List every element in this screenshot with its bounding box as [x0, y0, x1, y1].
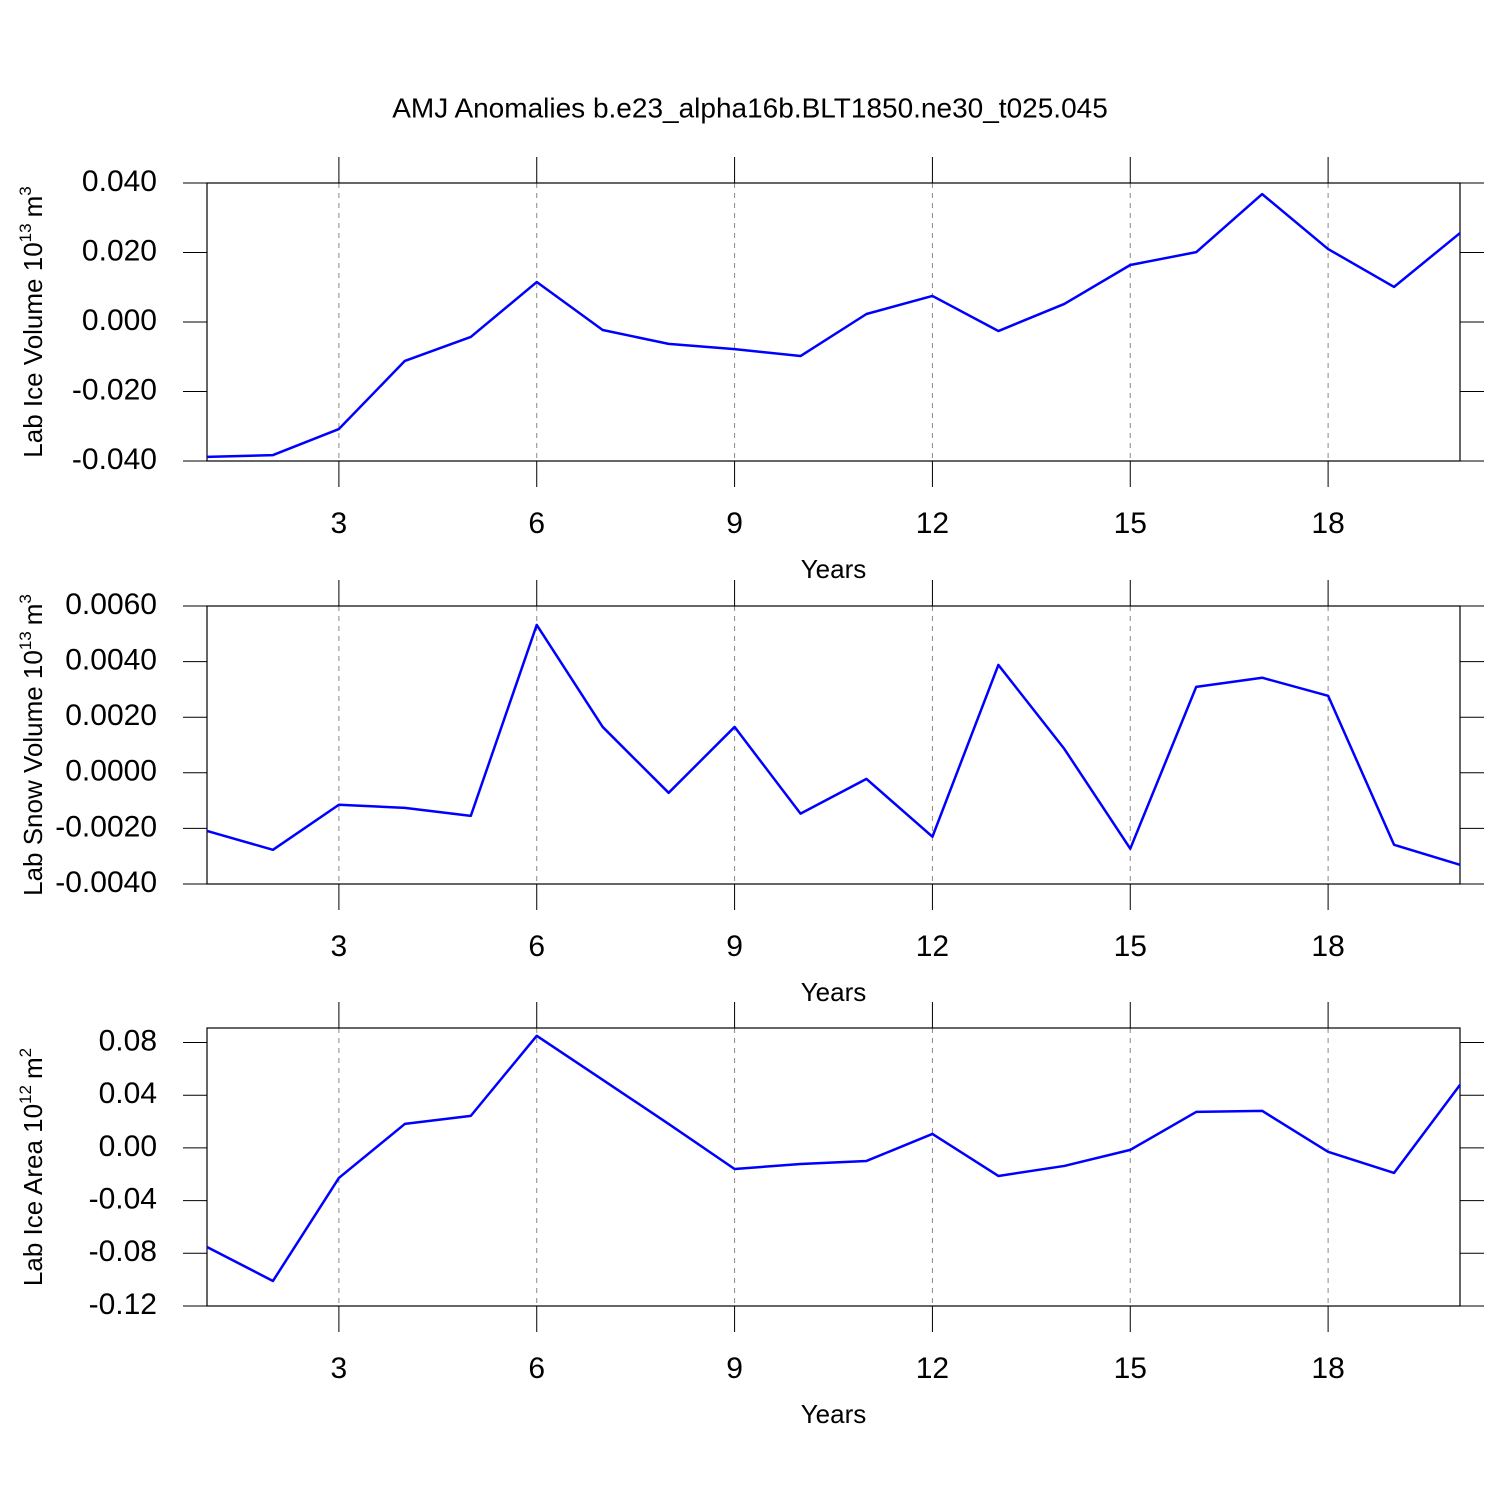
y-tick-label: 0.04 [99, 1077, 157, 1110]
y-axis-label-part: m [18, 604, 48, 626]
y-tick-label: -0.040 [72, 443, 157, 476]
y-axis-label-part: m [18, 196, 48, 218]
y-tick-label: 0.0060 [65, 588, 157, 621]
y-tick-label: 0.020 [82, 234, 157, 267]
x-tick-label: 6 [528, 507, 545, 540]
x-tick-label: 18 [1311, 930, 1344, 963]
y-tick-label: 0.0000 [65, 755, 157, 788]
y-tick-label: 0.08 [99, 1024, 157, 1057]
x-tick-label: 3 [331, 507, 348, 540]
x-tick-label: 15 [1114, 1352, 1147, 1385]
y-tick-label: -0.020 [72, 373, 157, 406]
x-tick-label: 3 [331, 1352, 348, 1385]
y-axis-label-part: 3 [16, 186, 35, 195]
y-axis-label-part: Lab Snow Volume 10 [18, 650, 48, 896]
x-tick-label: 9 [726, 930, 743, 963]
x-tick-label: 3 [331, 930, 348, 963]
plot-frame [206, 1027, 1461, 1307]
y-tick-label: 0.0040 [65, 644, 157, 677]
y-axis-label-part: 2 [16, 1048, 35, 1057]
x-tick-label: 15 [1114, 930, 1147, 963]
x-tick-label: 9 [726, 507, 743, 540]
y-tick-label: -0.0040 [55, 866, 157, 899]
y-axis-label: Lab Snow Volume 1013 m3 [16, 594, 48, 896]
x-tick-label: 18 [1311, 1352, 1344, 1385]
x-tick-label: 18 [1311, 507, 1344, 540]
x-tick-label: 9 [726, 1352, 743, 1385]
y-axis-label-part: 13 [16, 223, 35, 242]
y-axis-label-part: m [18, 1057, 48, 1079]
x-axis-label: Years [801, 554, 867, 584]
y-tick-label: -0.12 [89, 1288, 157, 1321]
y-tick-label: -0.0020 [55, 810, 157, 843]
x-tick-label: 12 [916, 930, 949, 963]
y-axis-label-part: Lab Ice Volume 10 [18, 242, 48, 457]
y-axis-label-part: 12 [16, 1085, 35, 1104]
data-line [206, 1034, 1462, 1283]
y-tick-label: 0.00 [99, 1130, 157, 1163]
data-line [206, 623, 1461, 867]
y-axis-label: Lab Ice Area 1012 m2 [16, 1048, 48, 1286]
x-tick-label: 6 [528, 930, 545, 963]
y-axis-label-part: 13 [16, 631, 35, 650]
y-tick-label: 0.040 [82, 165, 157, 198]
plot-frame [206, 182, 1461, 462]
y-tick-label: -0.08 [89, 1235, 157, 1268]
y-axis-label-part: Lab Ice Area 10 [18, 1104, 48, 1286]
plot-frame [206, 605, 1461, 885]
x-axis-label: Years [801, 977, 867, 1007]
y-axis-label-part: 3 [16, 594, 35, 603]
x-tick-label: 12 [916, 1352, 949, 1385]
x-tick-label: 6 [528, 1352, 545, 1385]
x-tick-label: 12 [916, 507, 949, 540]
x-tick-label: 15 [1114, 507, 1147, 540]
y-tick-label: 0.000 [82, 304, 157, 337]
y-axis-label: Lab Ice Volume 1013 m3 [16, 186, 48, 457]
y-tick-label: -0.04 [89, 1183, 157, 1216]
data-line [206, 192, 1461, 459]
x-axis-label: Years [801, 1399, 867, 1429]
figure-title: AMJ Anomalies b.e23_alpha16b.BLT1850.ne3… [392, 92, 1108, 123]
y-tick-label: 0.0020 [65, 699, 157, 732]
